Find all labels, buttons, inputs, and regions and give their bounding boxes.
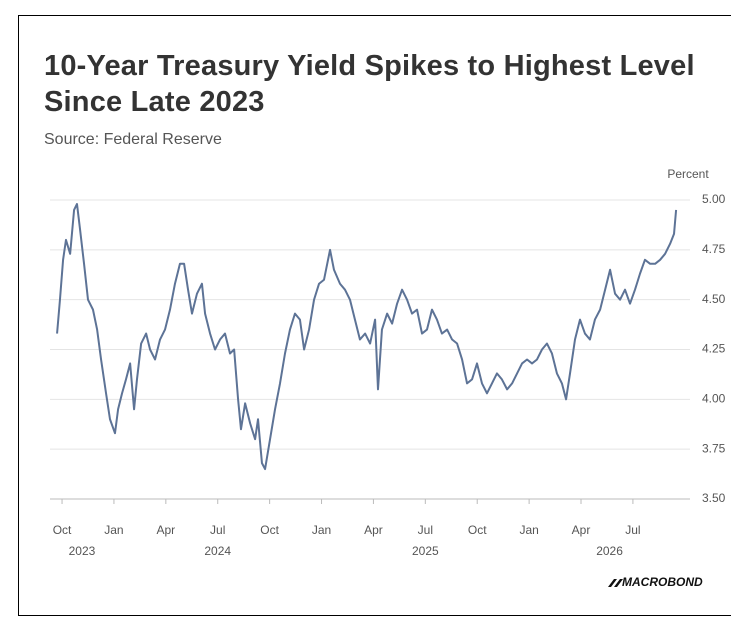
data-line [56, 202, 678, 471]
y-tick-label: 5.00 [702, 192, 726, 206]
year-label: 2026 [596, 544, 623, 558]
frame [18, 15, 731, 616]
y-tick-label: 4.25 [702, 342, 726, 356]
y-tick-label: 4.50 [702, 292, 726, 306]
x-tick-label: Oct [468, 523, 487, 537]
chart-title: 10-Year Treasury Yield Spikes to Highest… [44, 50, 695, 118]
x-tick-label: Apr [364, 523, 383, 537]
y-tick-label: 4.75 [702, 242, 726, 256]
logo: MACROBOND [608, 575, 703, 589]
logo-mark [608, 579, 623, 587]
y-tick-label: 4.00 [702, 392, 726, 406]
x-tick-label: Jan [104, 523, 123, 537]
x-tick-label: Jul [210, 523, 225, 537]
x-tick-label: Jan [312, 523, 331, 537]
year-label: 2025 [412, 544, 439, 558]
y-axis-label: Percent [667, 167, 709, 181]
x-tick-label: Oct [260, 523, 279, 537]
chart-subtitle: Source: Federal Reserve [44, 131, 222, 148]
y-tick-label: 3.75 [702, 441, 726, 455]
x-tick-label: Apr [156, 523, 175, 537]
y-tick-label: 3.50 [702, 491, 726, 505]
year-label: 2023 [69, 544, 96, 558]
x-tick-label: Jul [418, 523, 433, 537]
x-tick-label: Apr [572, 523, 591, 537]
x-tick-label: Jan [519, 523, 538, 537]
logo-text: MACROBOND [622, 575, 703, 589]
x-tick-label: Jul [625, 523, 640, 537]
x-tick-label: Oct [53, 523, 72, 537]
year-label: 2024 [204, 544, 231, 558]
